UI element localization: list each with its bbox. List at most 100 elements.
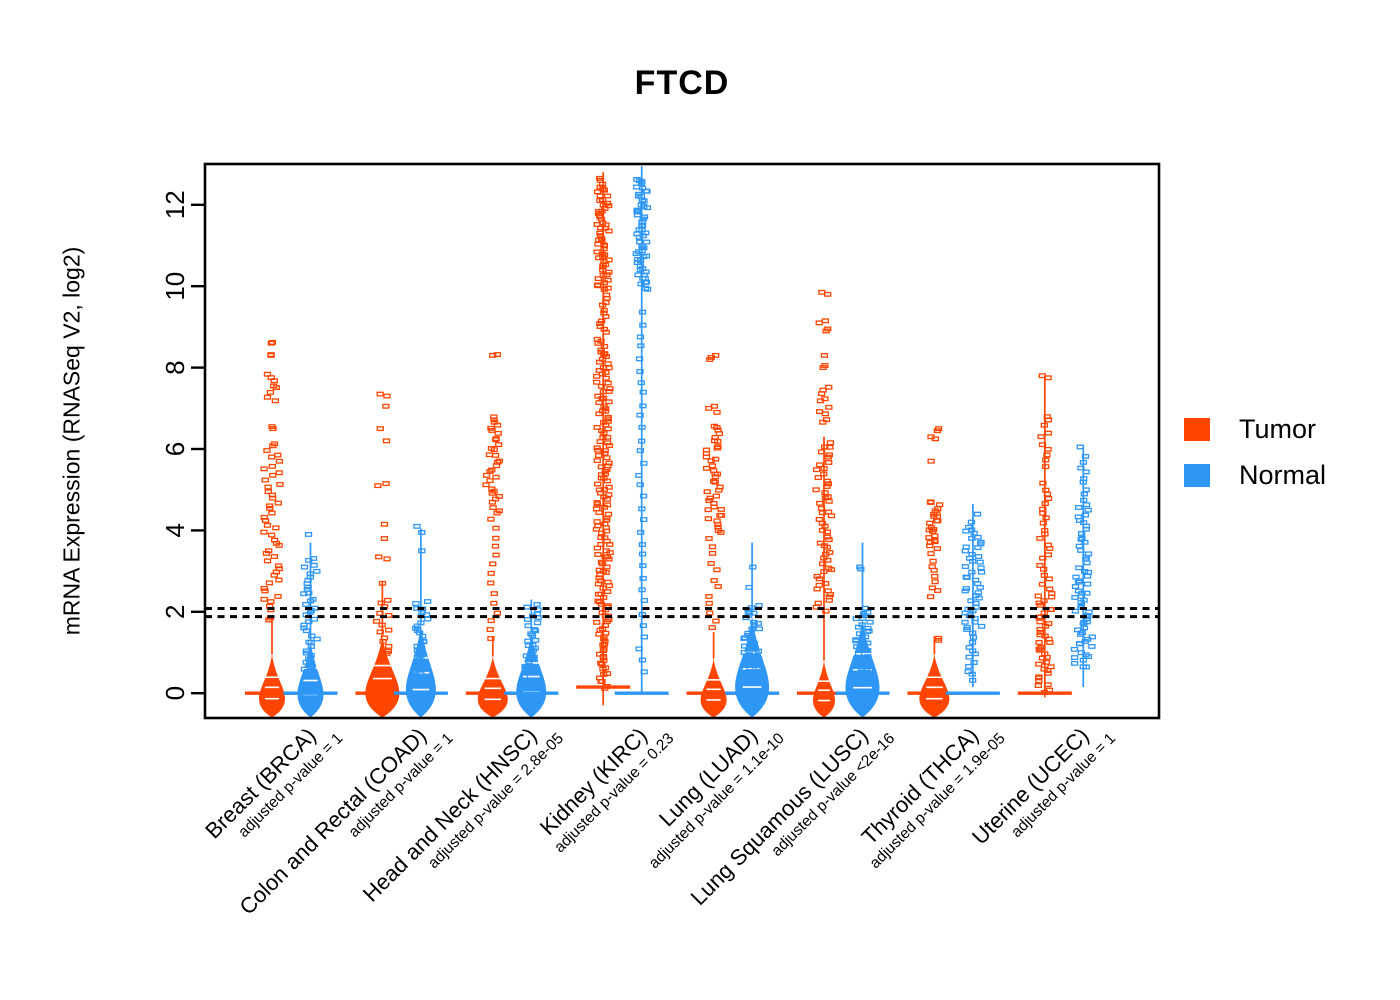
outlier-point — [596, 175, 604, 181]
data-point — [933, 546, 942, 552]
data-point — [605, 399, 613, 405]
data-point — [853, 644, 861, 650]
outlier-point — [382, 481, 390, 487]
data-point — [1083, 560, 1091, 566]
data-point — [1036, 632, 1044, 638]
data-point — [963, 625, 971, 630]
data-point — [815, 516, 823, 522]
data-point — [1041, 501, 1049, 507]
data-point — [1075, 565, 1083, 571]
data-point — [825, 594, 833, 600]
data-point — [703, 489, 711, 495]
data-point — [638, 506, 646, 512]
chart-title: FTCD — [634, 64, 730, 102]
data-point — [490, 591, 498, 597]
outlier-point — [927, 458, 935, 464]
outlier-point — [376, 391, 384, 397]
data-point — [639, 493, 648, 499]
data-point — [815, 409, 824, 415]
data-point — [1042, 487, 1050, 493]
data-point — [1070, 655, 1079, 661]
data-point — [814, 475, 822, 480]
data-point — [814, 600, 822, 606]
data-point — [748, 626, 756, 632]
data-point — [710, 578, 718, 583]
data-point — [264, 489, 272, 495]
data-point — [823, 484, 831, 489]
data-point — [495, 493, 503, 499]
data-point — [260, 514, 268, 520]
data-point — [529, 642, 537, 648]
outlier-point — [933, 428, 942, 434]
data-point — [593, 424, 601, 430]
data-point — [642, 239, 651, 245]
data-point — [819, 419, 827, 425]
data-point — [520, 673, 529, 679]
data-point — [1082, 502, 1091, 508]
data-point — [858, 670, 867, 676]
data-point — [595, 368, 603, 373]
data-point — [275, 566, 283, 572]
data-point — [261, 477, 269, 483]
data-point — [1079, 664, 1087, 670]
data-point — [927, 525, 936, 531]
data-point — [380, 635, 389, 641]
data-point — [825, 460, 833, 465]
data-point — [302, 601, 310, 607]
data-point — [713, 567, 721, 573]
data-point — [495, 458, 503, 464]
y-tick-label: 6 — [160, 442, 190, 456]
data-point — [711, 434, 719, 440]
data-point — [602, 292, 611, 298]
data-point — [1039, 506, 1047, 512]
data-point — [486, 627, 494, 632]
data-point — [269, 472, 277, 478]
outlier-point — [382, 438, 391, 444]
outlier-point — [818, 289, 826, 295]
data-point — [640, 214, 649, 220]
data-point — [638, 551, 647, 557]
data-point — [605, 443, 614, 448]
data-point — [977, 623, 986, 629]
data-point — [825, 550, 834, 555]
strip-normal-4 — [725, 542, 780, 718]
data-point — [1084, 569, 1093, 575]
outlier-point — [823, 291, 832, 297]
data-point — [487, 636, 495, 641]
data-point — [637, 438, 646, 444]
data-point — [1035, 674, 1043, 680]
data-point — [267, 532, 276, 538]
data-point — [971, 616, 979, 622]
data-point — [597, 318, 606, 324]
data-point — [265, 580, 274, 586]
data-point — [931, 533, 939, 539]
data-point — [817, 449, 826, 455]
data-point — [487, 618, 495, 624]
data-point — [309, 596, 317, 602]
data-point — [412, 601, 420, 606]
x-label-group-5: Lung Squamous (LUSC)adjusted p-value <2e… — [686, 723, 899, 910]
data-point — [490, 414, 498, 420]
data-point — [486, 478, 494, 484]
data-point — [593, 619, 601, 625]
data-point — [706, 610, 714, 616]
data-point — [755, 626, 763, 632]
data-point — [424, 599, 432, 604]
data-point — [530, 627, 539, 633]
data-point — [593, 481, 602, 487]
data-point — [743, 661, 751, 667]
data-point — [750, 619, 758, 625]
outlier-point — [1076, 444, 1084, 450]
data-point — [416, 667, 424, 673]
data-point — [495, 442, 503, 448]
x-label-group-1: Colon and Rectal (COAD)adjusted p-value … — [235, 723, 457, 920]
data-point — [376, 629, 384, 635]
data-point — [821, 490, 829, 496]
strip-tumor-6 — [907, 426, 962, 718]
data-point — [1081, 512, 1090, 518]
data-point — [714, 584, 722, 589]
outlier-point — [418, 529, 426, 535]
data-point — [595, 487, 604, 493]
y-tick-label: 0 — [160, 686, 190, 700]
data-point — [823, 534, 832, 540]
